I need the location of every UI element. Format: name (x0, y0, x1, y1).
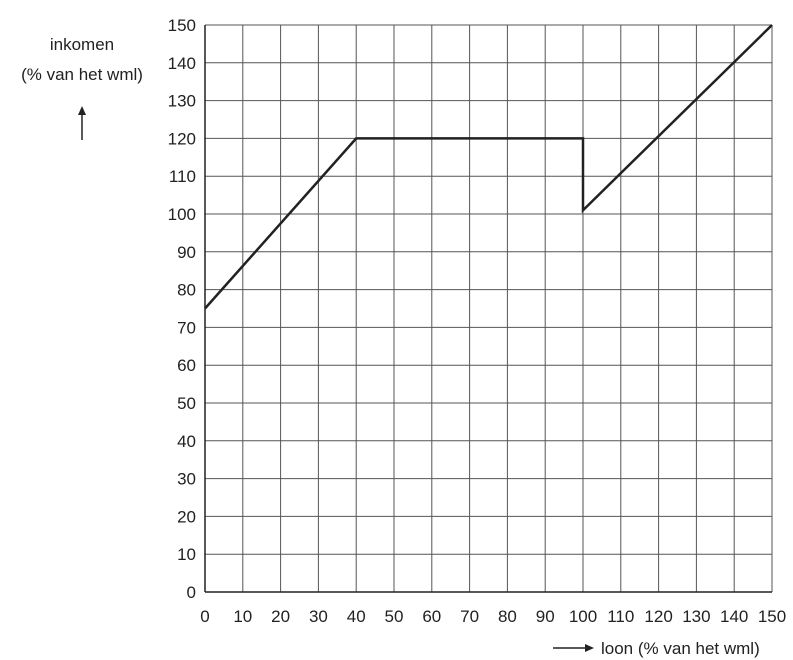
y-tick-label: 130 (168, 92, 196, 111)
y-tick-label: 70 (177, 318, 196, 337)
y-tick-label: 60 (177, 356, 196, 375)
y-tick-label: 40 (177, 432, 196, 451)
y-tick-label: 30 (177, 470, 196, 489)
x-tick-label: 10 (233, 607, 252, 626)
x-tick-label: 120 (644, 607, 672, 626)
x-tick-label: 30 (309, 607, 328, 626)
y-tick-label: 10 (177, 545, 196, 564)
y-tick-labels: 0 10 20 30 40 50 60 70 80 90 100 110 120 130 140 150 (168, 16, 196, 602)
y-tick-label: 110 (169, 167, 196, 186)
x-tick-label: 20 (271, 607, 290, 626)
y-tick-label: 100 (168, 205, 196, 224)
y-axis-label-line1: inkomen (50, 35, 114, 54)
x-tick-label: 40 (347, 607, 366, 626)
x-axis-label: loon (% van het wml) (601, 639, 760, 658)
x-tick-label: 60 (422, 607, 441, 626)
x-tick-label: 100 (569, 607, 597, 626)
y-tick-label: 120 (168, 129, 196, 148)
grid (204, 24, 773, 593)
y-tick-label: 150 (168, 16, 196, 35)
x-tick-label: 0 (200, 607, 209, 626)
y-tick-label: 0 (187, 583, 196, 602)
x-tick-label: 130 (682, 607, 710, 626)
y-axis-label-line2: (% van het wml) (21, 65, 143, 84)
y-tick-label: 80 (177, 281, 196, 300)
x-tick-label: 70 (460, 607, 479, 626)
y-tick-label: 140 (168, 54, 196, 73)
x-tick-labels: 0 10 20 30 40 50 60 70 80 90 100 110 120 130 140 150 (200, 607, 786, 626)
x-tick-label: 140 (720, 607, 748, 626)
y-axis-arrow (78, 106, 86, 140)
series (204, 24, 773, 310)
x-tick-label: 110 (607, 607, 634, 626)
x-tick-label: 80 (498, 607, 517, 626)
x-axis-arrow (553, 644, 594, 652)
x-tick-label: 90 (536, 607, 555, 626)
y-tick-label: 90 (177, 243, 196, 262)
y-tick-label: 50 (177, 394, 196, 413)
x-tick-label: 50 (385, 607, 404, 626)
x-tick-label: 150 (758, 607, 786, 626)
y-tick-label: 20 (177, 507, 196, 526)
series-line (204, 24, 773, 310)
